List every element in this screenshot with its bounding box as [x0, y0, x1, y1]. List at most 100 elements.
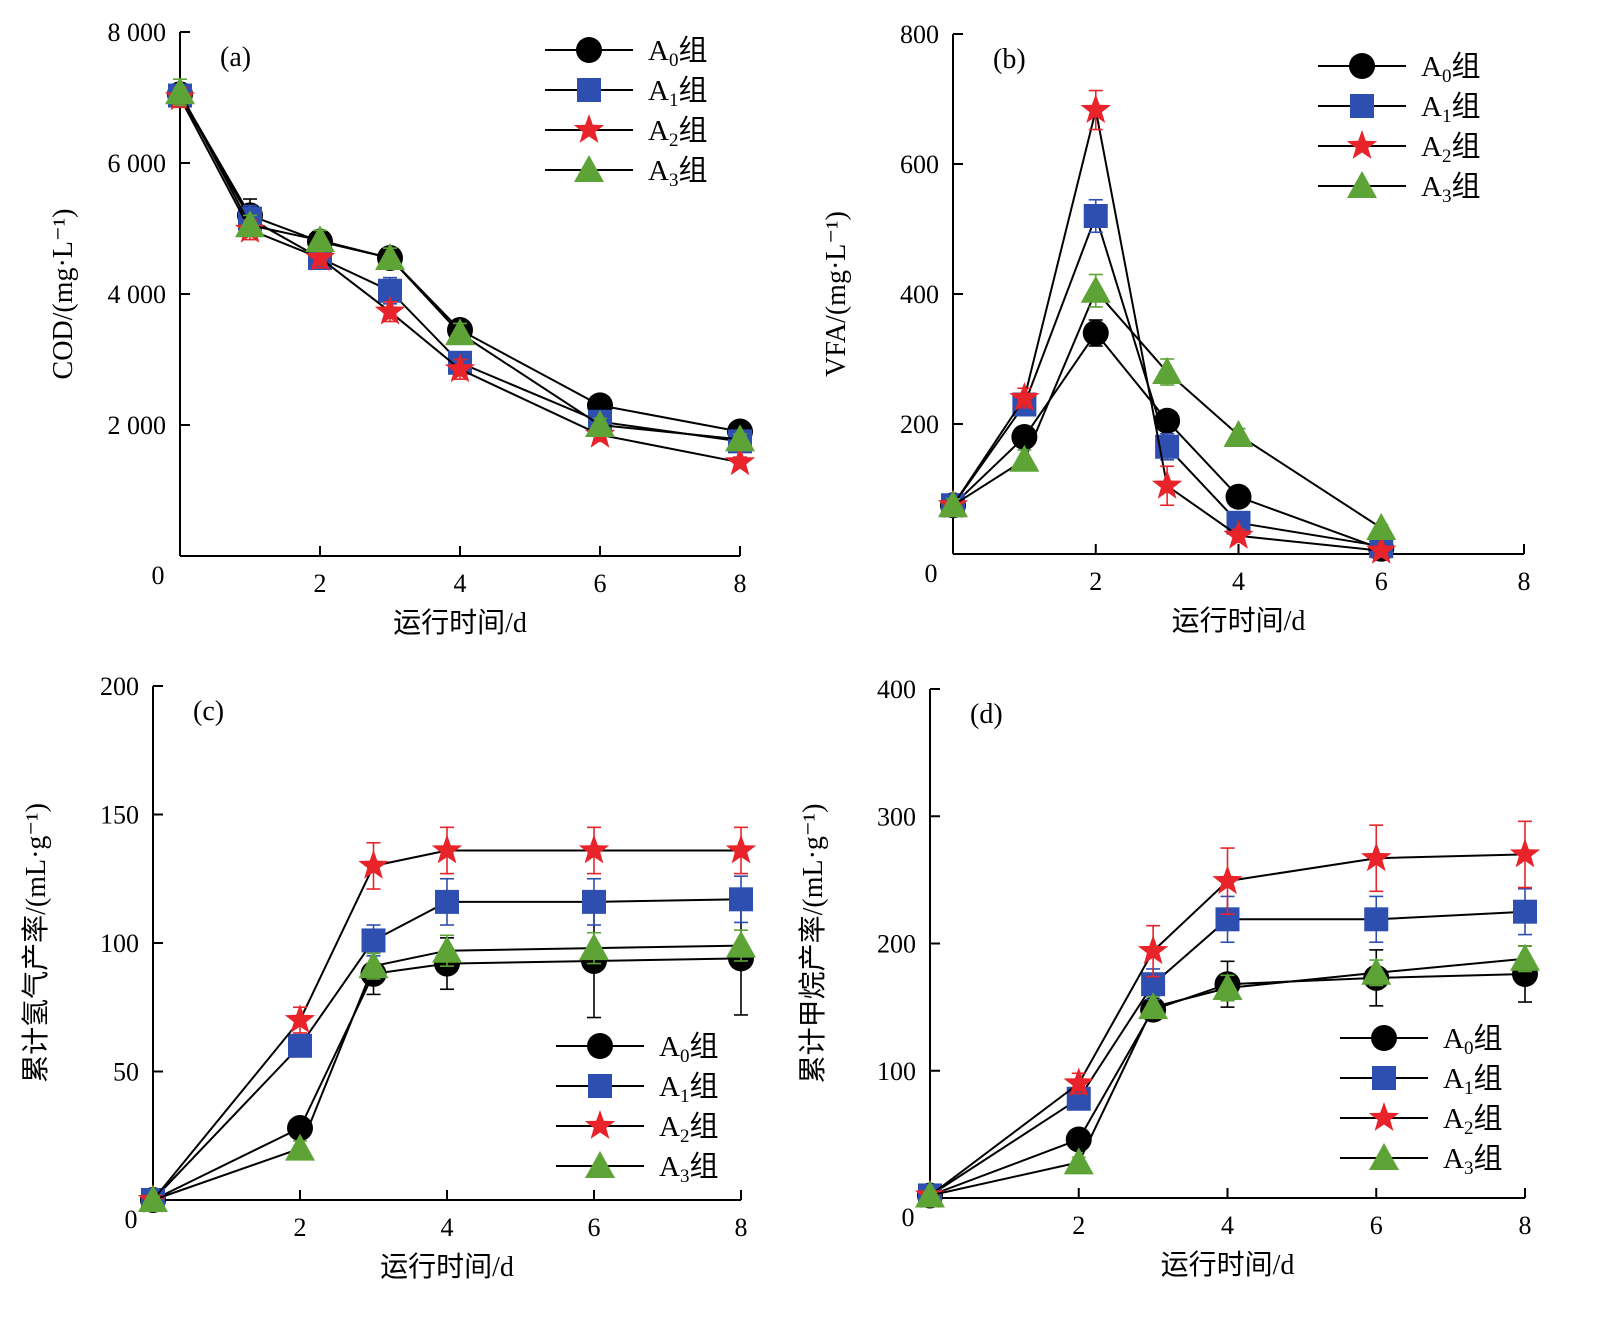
series-A1 — [141, 875, 753, 1212]
y-axis-title: 累计氢气产率/(mL·g⁻¹) — [20, 803, 52, 1083]
series-line — [929, 957, 1526, 1197]
data-point — [138, 1185, 168, 1212]
x-tick-label: 6 — [594, 569, 607, 598]
origin-label: 0 — [902, 1203, 915, 1232]
series-A3 — [165, 77, 755, 452]
y-tick-label: 4 000 — [108, 280, 167, 309]
panel-label: (d) — [970, 699, 1003, 730]
x-axis-title: 运行时间/d — [1172, 605, 1306, 637]
data-point — [1080, 94, 1111, 123]
data-point — [1513, 899, 1537, 924]
y-tick-label: 150 — [100, 801, 139, 830]
legend-marker — [587, 1033, 613, 1059]
y-tick-label: 200 — [877, 930, 916, 959]
x-tick-label: 4 — [454, 569, 467, 598]
legend-marker — [576, 37, 602, 63]
series-A3 — [938, 273, 1397, 540]
data-point — [284, 1004, 316, 1033]
x-tick-label: 2 — [1072, 1211, 1085, 1240]
data-point — [1082, 320, 1109, 346]
y-tick-label: 100 — [877, 1057, 916, 1086]
data-point — [165, 77, 195, 105]
data-point — [1009, 444, 1040, 472]
legend-marker — [577, 78, 601, 102]
y-tick-label: 50 — [113, 1058, 139, 1087]
legend-marker — [1371, 1025, 1397, 1051]
x-tick-label: 4 — [1221, 1211, 1234, 1240]
data-point — [358, 951, 389, 979]
x-tick-label: 8 — [734, 569, 747, 598]
y-tick-label: 600 — [900, 150, 939, 179]
series-line — [152, 898, 742, 1201]
data-point — [1083, 204, 1108, 228]
origin-label: 0 — [925, 559, 938, 588]
data-point — [304, 242, 336, 271]
data-point — [1212, 973, 1243, 1001]
legend-marker — [1349, 53, 1375, 79]
data-point — [1063, 1147, 1094, 1175]
data-point — [1080, 275, 1111, 303]
data-point — [579, 933, 609, 961]
legend-marker — [1368, 1102, 1400, 1131]
legend-marker — [584, 1110, 616, 1139]
data-point — [724, 446, 756, 476]
legend-entry: A1组 — [1421, 90, 1480, 127]
data-point — [435, 889, 459, 914]
legend-entry: A2组 — [659, 1110, 718, 1147]
series-line — [929, 853, 1526, 1197]
panel-label: (b) — [993, 44, 1026, 75]
legend-marker — [573, 114, 605, 143]
y-tick-label: 800 — [900, 20, 939, 49]
data-point — [1212, 865, 1243, 895]
legend-entry: A0组 — [1443, 1022, 1502, 1059]
legend-marker — [1372, 1066, 1396, 1090]
legend-entry: A2组 — [648, 114, 707, 151]
data-point — [1137, 935, 1169, 965]
y-tick-label: 200 — [900, 410, 939, 439]
x-tick-label: 6 — [588, 1213, 601, 1242]
legend-entry: A0组 — [659, 1030, 718, 1067]
data-point — [915, 1180, 945, 1208]
legend-entry: A1组 — [1443, 1062, 1502, 1099]
y-tick-label: 2 000 — [108, 411, 167, 440]
panel-d: 100 200 300 400 2 4 6 8 0 运行时间/d 累计甲烷产率/(mL·g⁻¹) (d… — [797, 675, 1541, 1281]
y-tick-label: 100 — [100, 929, 139, 958]
legend-marker — [585, 1151, 615, 1178]
x-tick-label: 2 — [294, 1213, 307, 1242]
origin-label: 0 — [125, 1205, 138, 1234]
legend-marker — [1346, 130, 1378, 159]
series-A3 — [138, 929, 756, 1212]
x-tick-label: 8 — [1518, 567, 1531, 596]
series-A2 — [137, 826, 757, 1213]
data-point — [235, 210, 265, 238]
data-point — [582, 889, 606, 914]
legend-marker — [1347, 171, 1377, 198]
data-point — [444, 353, 476, 383]
data-point — [1361, 842, 1392, 872]
x-tick-label: 4 — [1232, 567, 1245, 596]
legend-entry: A2组 — [1443, 1102, 1502, 1139]
legend-entry: A3组 — [659, 1150, 718, 1187]
data-point — [1364, 907, 1389, 932]
data-point — [361, 928, 386, 953]
y-tick-label: 6 000 — [108, 149, 167, 178]
data-point — [1151, 469, 1183, 499]
series-A3 — [915, 943, 1540, 1208]
data-point — [578, 834, 610, 864]
x-tick-label: 8 — [735, 1213, 748, 1242]
y-axis-title: 累计甲烷产率/(mL·g⁻¹) — [797, 804, 829, 1084]
x-axis-title: 运行时间/d — [1161, 1249, 1295, 1281]
legend-marker — [1369, 1143, 1399, 1170]
data-point — [1065, 1126, 1092, 1153]
data-point — [445, 318, 475, 346]
x-tick-label: 2 — [314, 569, 327, 598]
panel-c: 50 100 150 200 2 4 6 8 0 运行时间/d 累计氢气产率/(mL·g⁻¹) (c)… — [20, 672, 757, 1283]
data-point — [1009, 382, 1040, 411]
y-tick-label: 200 — [100, 672, 139, 701]
data-point — [288, 1033, 312, 1058]
panel-a: 2 000 4 000 6 000 8 000 2 4 6 8 0 运行时间/d COD/(mg·L… — [48, 18, 756, 639]
data-point — [1223, 519, 1254, 549]
